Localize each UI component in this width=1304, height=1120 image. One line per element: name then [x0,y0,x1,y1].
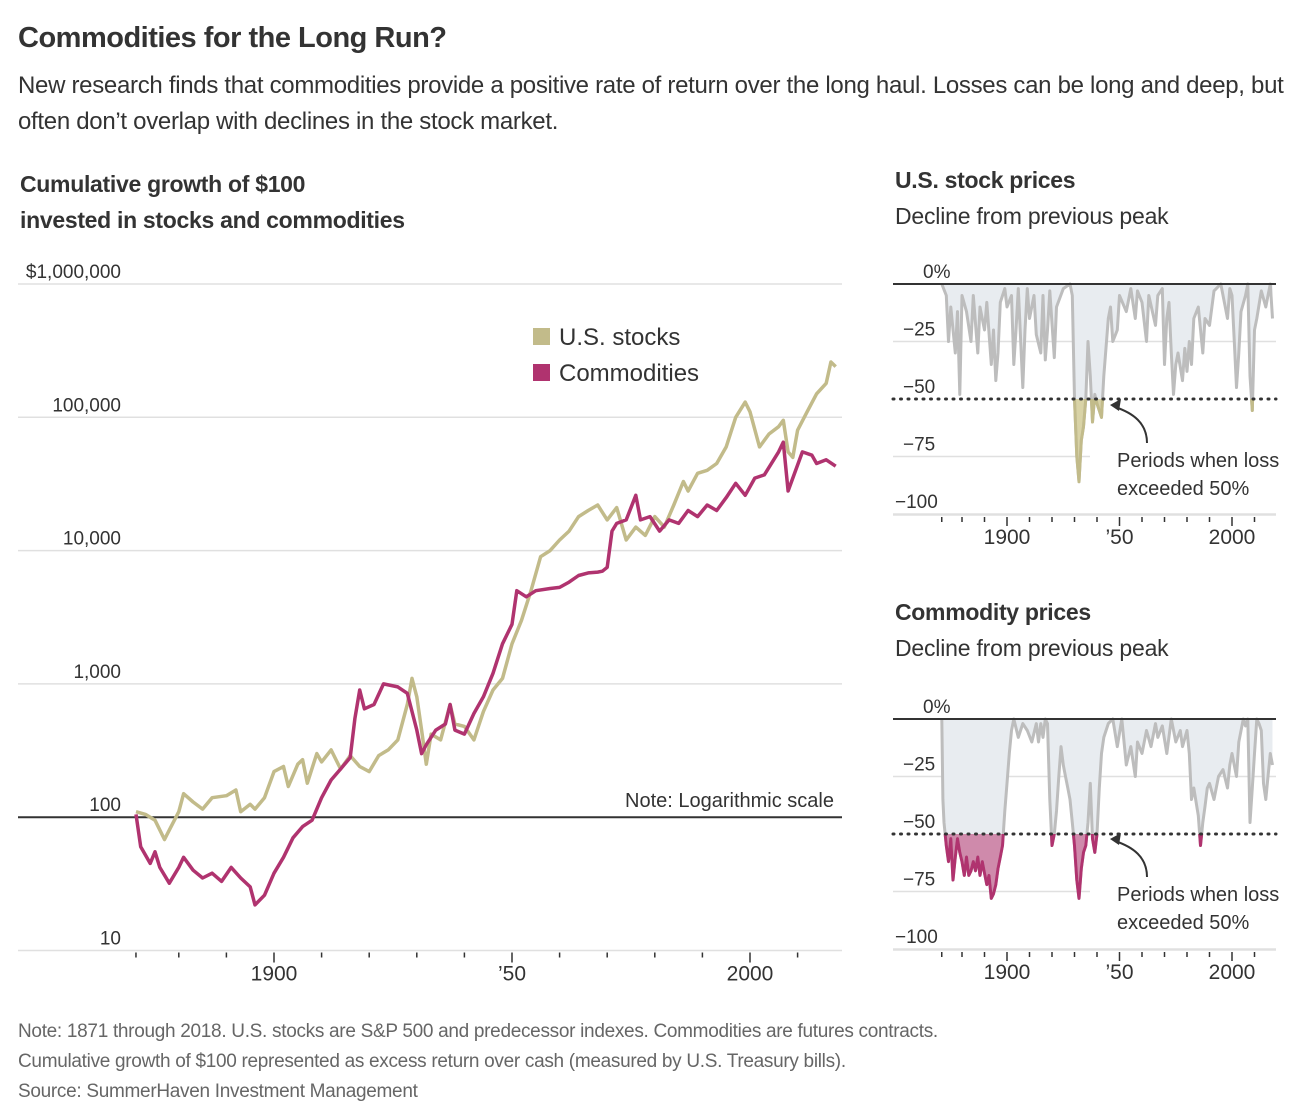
y-tick-label: 10,000 [63,529,121,550]
annotation-text-line2: exceeded 50% [1117,478,1250,500]
page-title: Commodities for the Long Run? [18,22,447,54]
annotation-text-line1: Periods when loss [1117,450,1279,472]
charts-canvas: $1,000,000 100,000 10,000 1,000 100 10 1900 ’50… [18,262,1279,986]
annotation-text-line1: Periods when loss [1117,884,1279,906]
legend: U.S. stocks Commodities [533,324,699,387]
page-subtitle: New research finds that commodities prov… [18,72,1284,135]
x-tick-label: 1900 [984,961,1031,984]
excess-area [945,834,1202,899]
x-tick-label: 2000 [727,963,774,986]
x-tick-label: 1900 [251,963,298,986]
x-tick-label: ’50 [1105,526,1133,549]
stock-drawdown-chart: 0% −25 −50 −75 −100 1900 ’50 2000 Periods when l… [891,262,1279,549]
y-tick-label: −75 [903,435,935,456]
y-tick-label: 0% [923,262,951,283]
annotation-text-line2: exceeded 50% [1117,912,1250,934]
stock-chart-title: U.S. stock prices [895,167,1076,193]
arrow-head-icon [1110,833,1121,845]
annotation-arrow [1114,840,1148,878]
cumulative-growth-chart: $1,000,000 100,000 10,000 1,000 100 10 1900 ’50… [18,262,842,986]
commodity-chart-subtitle: Decline from previous peak [895,635,1169,661]
stock-chart-subtitle: Decline from previous peak [895,203,1169,229]
excess-line [1072,399,1255,484]
y-tick-label: −100 [895,492,938,513]
footer-notes: Note: 1871 through 2018. U.S. stocks are… [18,1017,938,1107]
y-tick-label: 1,000 [73,662,121,683]
y-tick-label: −50 [903,377,935,398]
y-tick-label: 0% [923,697,951,718]
y-tick-label: −100 [895,927,938,948]
x-tick-label: ’50 [1105,961,1133,984]
y-tick-label: −75 [903,870,935,891]
footer-note-1: Note: 1871 through 2018. U.S. stocks are… [18,1021,938,1042]
y-tick-label: 100 [89,795,121,816]
y-tick-label: −25 [903,755,935,776]
y-tick-label: −25 [903,320,935,341]
x-tick-label: 1900 [984,526,1031,549]
y-tick-label: 10 [100,929,121,950]
legend-swatch [533,328,550,345]
series-line-u-s-stocks [135,360,837,842]
footer-source: Source: SummerHaven Investment Managemen… [18,1081,418,1102]
x-tick-label: 2000 [1209,526,1256,549]
log-scale-note: Note: Logarithmic scale [625,790,834,812]
arrow-head-icon [1110,399,1121,411]
legend-label: Commodities [559,360,699,387]
y-tick-label: 100,000 [52,395,121,416]
x-tick-label: ’50 [498,963,526,986]
annotation-arrow [1114,406,1148,444]
commodity-chart-title: Commodity prices [895,599,1091,625]
legend-label: U.S. stocks [559,324,680,351]
x-tick-label: 2000 [1209,961,1256,984]
main-chart-title-line1: Cumulative growth of $100 [20,171,306,197]
excess-line [943,834,1204,900]
footer-note-2: Cumulative growth of $100 represented as… [18,1051,846,1072]
main-chart-title-line2: invested in stocks and commodities [20,207,405,233]
series-line-commodities [134,440,837,907]
y-tick-label: −50 [903,812,935,833]
legend-swatch [533,364,550,381]
commodity-drawdown-chart: 0% −25 −50 −75 −100 1900 ’50 2000 Periods when l… [891,697,1279,984]
y-tick-label: $1,000,000 [26,262,121,283]
